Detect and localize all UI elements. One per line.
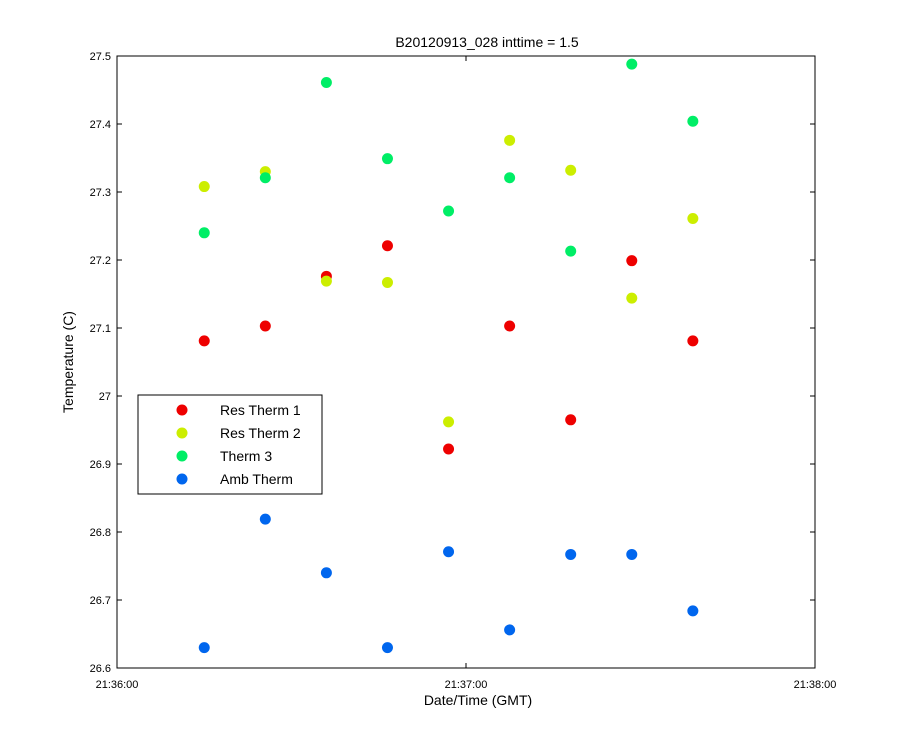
legend-label: Therm 3 xyxy=(220,448,272,464)
data-point xyxy=(504,172,516,184)
y-tick-label: 27.4 xyxy=(90,119,111,131)
data-point xyxy=(259,172,271,184)
data-point xyxy=(381,240,393,252)
data-point xyxy=(626,548,638,560)
y-tick-label: 27.2 xyxy=(90,255,111,267)
x-axis-label: Date/Time (GMT) xyxy=(424,692,532,708)
legend-label: Res Therm 2 xyxy=(220,425,301,441)
data-point xyxy=(565,548,577,560)
data-point xyxy=(320,77,332,89)
legend-marker xyxy=(176,473,188,485)
chart-title: B20120913_028 inttime = 1.5 xyxy=(395,34,579,50)
data-point xyxy=(504,320,516,332)
data-point xyxy=(565,164,577,176)
legend-marker xyxy=(176,427,188,439)
data-point xyxy=(320,275,332,287)
legend-label: Amb Therm xyxy=(220,471,293,487)
y-tick-label: 26.6 xyxy=(90,663,111,675)
x-tick-label: 21:37:00 xyxy=(445,679,488,691)
data-point xyxy=(198,642,210,654)
data-point xyxy=(198,181,210,193)
data-point xyxy=(381,276,393,288)
legend-marker xyxy=(176,404,188,416)
data-point xyxy=(198,335,210,347)
data-point xyxy=(687,605,699,617)
y-tick-label: 26.9 xyxy=(90,459,111,471)
data-point xyxy=(320,567,332,579)
data-point xyxy=(504,624,516,636)
data-point xyxy=(504,134,516,146)
series-therm-3 xyxy=(198,58,699,257)
data-point xyxy=(443,546,455,558)
plot-area xyxy=(116,55,816,669)
y-tick-label: 26.8 xyxy=(90,527,111,539)
legend-marker xyxy=(176,450,188,462)
legend-label: Res Therm 1 xyxy=(220,402,301,418)
y-tick-label: 26.7 xyxy=(90,595,111,607)
data-point xyxy=(687,335,699,347)
data-point xyxy=(565,245,577,257)
y-tick-label: 27 xyxy=(99,391,111,403)
data-point xyxy=(626,292,638,304)
y-tick-label: 27.5 xyxy=(90,51,111,63)
data-point xyxy=(687,115,699,127)
data-point xyxy=(626,255,638,267)
data-point xyxy=(381,153,393,165)
data-point xyxy=(626,58,638,70)
legend xyxy=(137,394,323,495)
x-tick-label: 21:36:00 xyxy=(96,679,139,691)
series-res-therm-2 xyxy=(198,134,699,428)
x-tick-label: 21:38:00 xyxy=(794,679,837,691)
y-axis-label: Temperature (C) xyxy=(60,311,76,413)
data-point xyxy=(687,213,699,225)
y-tick-label: 27.1 xyxy=(90,323,111,335)
data-point xyxy=(198,227,210,239)
data-point xyxy=(381,642,393,654)
y-tick-label: 27.3 xyxy=(90,187,111,199)
data-point xyxy=(443,205,455,217)
data-point xyxy=(443,416,455,428)
series-amb-therm xyxy=(198,513,699,654)
data-point xyxy=(443,443,455,455)
data-point xyxy=(259,513,271,525)
data-point xyxy=(259,320,271,332)
data-point xyxy=(565,414,577,426)
